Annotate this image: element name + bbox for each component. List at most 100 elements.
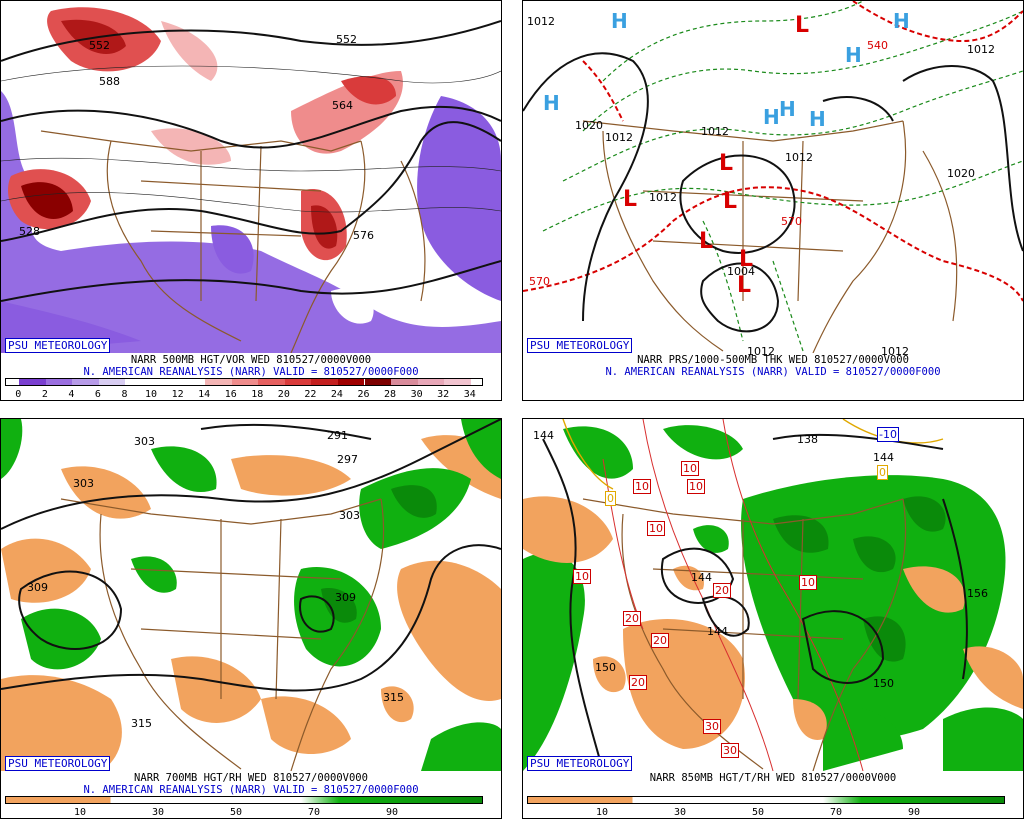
colorbar-swatch bbox=[231, 379, 259, 385]
vorticity-colorbar bbox=[5, 378, 483, 386]
panel-title: NARR 850MB HGT/T/RH WED 810527/0000V000 bbox=[649, 772, 897, 784]
contour-label: 552 bbox=[336, 33, 357, 46]
psu-meteorology-badge: PSU METEOROLOGY bbox=[527, 338, 633, 353]
high-pressure-symbol: H bbox=[845, 43, 862, 67]
thickness-label: 570 bbox=[781, 215, 802, 228]
isobar-label: 1012 bbox=[881, 345, 909, 358]
colorbar-tick: 26 bbox=[357, 389, 370, 400]
colorbar-tick: 34 bbox=[463, 389, 476, 400]
pressure-thickness-map bbox=[523, 1, 1023, 353]
colorbar-tick: 32 bbox=[437, 389, 450, 400]
contour-label: 303 bbox=[73, 477, 94, 490]
temperature-label: 20 bbox=[623, 611, 641, 626]
colorbar-tick: 12 bbox=[171, 389, 184, 400]
colorbar-swatch bbox=[284, 379, 312, 385]
contour-label: 144 bbox=[533, 429, 554, 442]
low-pressure-symbol: L bbox=[739, 247, 754, 272]
colorbar-tick: 90 bbox=[907, 807, 921, 818]
rh-colorbar bbox=[527, 796, 1005, 804]
panel-title: NARR PRS/1000-500MB THK WED 810527/0000V… bbox=[637, 354, 909, 366]
isobar-label: 1020 bbox=[947, 167, 975, 180]
low-pressure-symbol: L bbox=[795, 13, 810, 38]
psu-meteorology-badge: PSU METEOROLOGY bbox=[5, 338, 111, 353]
colorbar-swatch bbox=[98, 379, 126, 385]
temperature-label: 20 bbox=[629, 675, 647, 690]
rh-850mb-map bbox=[523, 419, 1023, 771]
colorbar-tick: 10 bbox=[73, 807, 87, 818]
colorbar-tick: 10 bbox=[595, 807, 609, 818]
colorbar-swatch bbox=[205, 379, 232, 385]
colorbar-tick: 22 bbox=[304, 389, 317, 400]
isobar-label: 1012 bbox=[785, 151, 813, 164]
panel-500mb-vorticity: 552 588 528 552 564 576 PSU METEOROLOGY … bbox=[0, 0, 502, 401]
rh-700mb-map bbox=[1, 419, 501, 771]
temperature-label: 30 bbox=[703, 719, 721, 734]
isobar-label: 1012 bbox=[747, 345, 775, 358]
panel-700mb-rh: 303 303 309 291 297 303 309 315 315 PSU … bbox=[0, 418, 502, 819]
colorbar-ticks: 0 2 4 6 8 10 12 14 16 18 20 22 24 26 28 30 32 34 bbox=[5, 389, 483, 400]
isobar-label: 1012 bbox=[527, 15, 555, 28]
colorbar-swatch bbox=[19, 379, 46, 385]
isobar-label: 1012 bbox=[701, 125, 729, 138]
colorbar-tick: 18 bbox=[251, 389, 264, 400]
panel-title: NARR 500MB HGT/VOR WED 810527/0000V000 bbox=[130, 354, 372, 366]
colorbar-tick: 30 bbox=[151, 807, 165, 818]
thickness-label: 570 bbox=[529, 275, 550, 288]
isobar-label: 1012 bbox=[967, 43, 995, 56]
contour-label: 564 bbox=[332, 99, 353, 112]
contour-label: 156 bbox=[967, 587, 988, 600]
colorbar-swatch bbox=[337, 379, 365, 385]
colorbar-swatch bbox=[178, 379, 206, 385]
low-pressure-symbol: L bbox=[623, 187, 638, 212]
contour-label: 552 bbox=[89, 39, 110, 52]
panel-850mb-rh: 144 138 144 144 150 150 156 144 -10 10 1… bbox=[522, 418, 1024, 819]
colorbar-swatch bbox=[391, 379, 418, 385]
contour-label: 309 bbox=[335, 591, 356, 604]
colorbar-tick: 0 bbox=[15, 389, 22, 400]
colorbar-tick: 90 bbox=[385, 807, 399, 818]
contour-label: 144 bbox=[691, 571, 712, 584]
contour-label: 588 bbox=[99, 75, 120, 88]
colorbar-swatch bbox=[444, 379, 471, 385]
panel-subtitle: N. AMERICAN REANALYSIS (NARR) VALID = 81… bbox=[605, 366, 941, 378]
colorbar-ticks: 10 30 50 70 90 bbox=[527, 807, 1005, 818]
colorbar-tick: 8 bbox=[121, 389, 128, 400]
temperature-label: -10 bbox=[877, 427, 899, 442]
colorbar-swatch bbox=[125, 379, 153, 385]
contour-label: 528 bbox=[19, 225, 40, 238]
contour-label: 315 bbox=[131, 717, 152, 730]
panel-pressure-thickness: 1012 1020 1012 1012 1012 1012 1004 1012 … bbox=[522, 0, 1024, 401]
temperature-label: 20 bbox=[713, 583, 731, 598]
colorbar-swatch bbox=[364, 379, 392, 385]
contour-label: 297 bbox=[337, 453, 358, 466]
contour-label: 150 bbox=[873, 677, 894, 690]
contour-label: 315 bbox=[383, 691, 404, 704]
colorbar-tick: 30 bbox=[410, 389, 423, 400]
panel-subtitle: N. AMERICAN REANALYSIS (NARR) VALID = 81… bbox=[83, 366, 419, 378]
colorbar-tick: 30 bbox=[673, 807, 687, 818]
colorbar-tick: 16 bbox=[224, 389, 237, 400]
temperature-label: 10 bbox=[687, 479, 705, 494]
low-pressure-symbol: L bbox=[737, 273, 752, 298]
colorbar-tick: 14 bbox=[198, 389, 211, 400]
high-pressure-symbol: H bbox=[809, 107, 826, 131]
low-pressure-symbol: L bbox=[699, 229, 714, 254]
colorbar-tick: 4 bbox=[68, 389, 75, 400]
colorbar-tick: 20 bbox=[277, 389, 290, 400]
colorbar-tick: 50 bbox=[229, 807, 243, 818]
colorbar-tick: 10 bbox=[145, 389, 158, 400]
psu-meteorology-badge: PSU METEOROLOGY bbox=[527, 756, 633, 771]
contour-label: 138 bbox=[797, 433, 818, 446]
rh-colorbar bbox=[5, 796, 483, 804]
temperature-label: 10 bbox=[681, 461, 699, 476]
contour-label: 303 bbox=[339, 509, 360, 522]
colorbar-tick: 28 bbox=[384, 389, 397, 400]
colorbar-ticks: 10 30 50 70 90 bbox=[5, 807, 483, 818]
high-pressure-symbol: H bbox=[763, 105, 780, 129]
contour-label: 150 bbox=[595, 661, 616, 674]
colorbar-tick: 6 bbox=[94, 389, 101, 400]
isobar-label: 1004 bbox=[727, 265, 755, 278]
isobar-label: 1020 bbox=[575, 119, 603, 132]
isobar-label: 1012 bbox=[605, 131, 633, 144]
contour-label: 309 bbox=[27, 581, 48, 594]
